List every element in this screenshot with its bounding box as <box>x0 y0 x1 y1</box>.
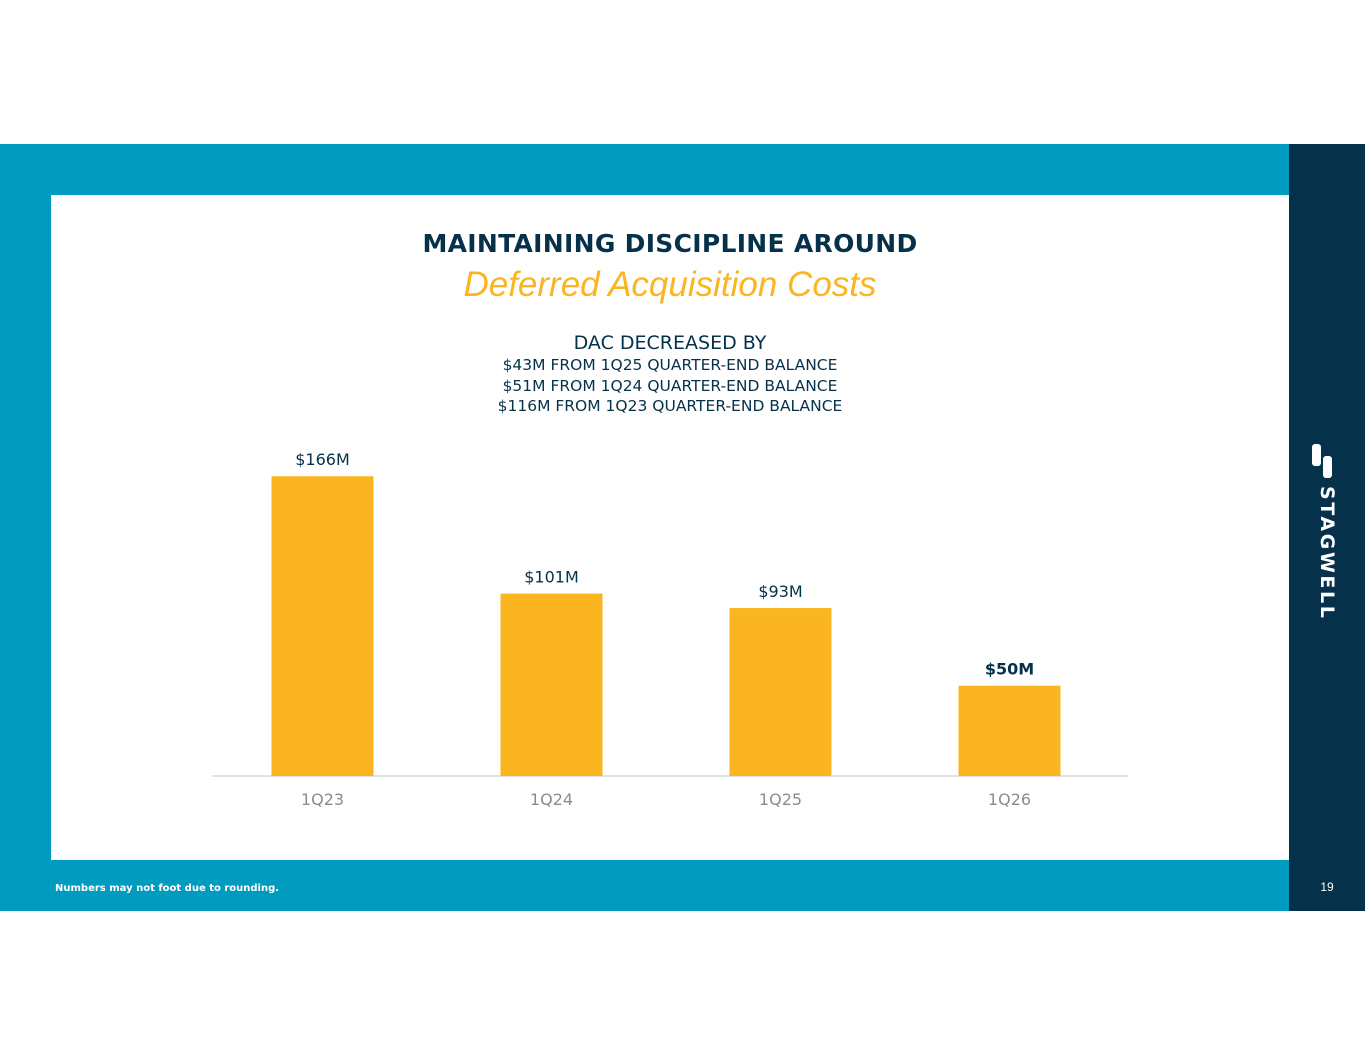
slide-subtitle: Deferred Acquisition Costs <box>463 265 877 304</box>
bar-1q24 <box>500 593 603 776</box>
callout-heading: DAC DECREASED BY <box>573 332 767 354</box>
category-label-1q26: 1Q26 <box>988 790 1031 809</box>
stagwell-logo: STAGWELL <box>1310 444 1346 620</box>
content-card: MAINTAINING DISCIPLINE AROUND Deferred A… <box>51 195 1289 860</box>
category-labels-group: 1Q23 1Q24 1Q25 1Q26 <box>301 790 1031 809</box>
value-labels-group: $166M $101M $93M $50M <box>295 450 1034 678</box>
value-label-1q26: $50M <box>985 660 1034 679</box>
category-label-1q23: 1Q23 <box>301 790 344 809</box>
slide-background: MAINTAINING DISCIPLINE AROUND Deferred A… <box>0 144 1365 911</box>
value-label-1q23: $166M <box>295 450 350 469</box>
logo-wordmark: STAGWELL <box>1316 486 1338 621</box>
bar-1q25 <box>729 608 832 776</box>
callout-line-1q23: $116M FROM 1Q23 QUARTER-END BALANCE <box>497 397 843 415</box>
slide-title: MAINTAINING DISCIPLINE AROUND <box>422 229 918 258</box>
value-label-1q24: $101M <box>524 568 579 587</box>
stagwell-logo-icon <box>1312 444 1332 478</box>
dac-bar-chart: $166M $101M $93M $50M 1Q23 1Q24 1Q25 1Q26 <box>212 450 1128 809</box>
side-panel <box>1289 144 1365 911</box>
dac-callout: DAC DECREASED BY $43M FROM 1Q25 QUARTER-… <box>51 331 1289 417</box>
bars-group <box>271 476 1061 776</box>
callout-line-1q24: $51M FROM 1Q24 QUARTER-END BALANCE <box>502 376 838 395</box>
value-label-1q25: $93M <box>758 582 802 601</box>
footnote: Numbers may not foot due to rounding. <box>55 883 280 894</box>
category-label-1q24: 1Q24 <box>530 790 573 809</box>
bar-1q23 <box>271 476 374 776</box>
page-number: 19 <box>1320 880 1334 894</box>
bar-1q26 <box>958 685 1061 776</box>
callout-line-1q25: $43M FROM 1Q25 QUARTER-END BALANCE <box>502 356 838 374</box>
category-label-1q25: 1Q25 <box>759 790 802 809</box>
